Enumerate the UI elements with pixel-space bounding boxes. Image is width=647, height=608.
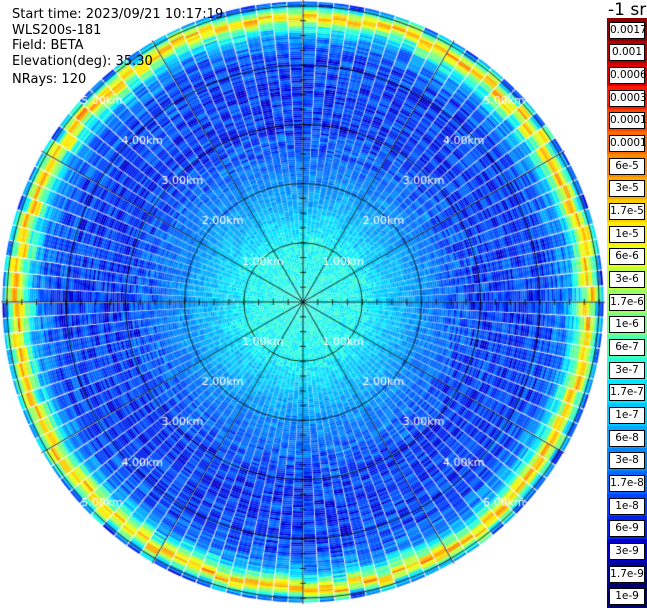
instrument-label: WLS200s-181 xyxy=(12,23,102,38)
colorbar-tick-label: 0.00017 xyxy=(609,112,647,130)
colorbar-tick-label: 1e-9 xyxy=(609,588,645,606)
colorbar-tick-label: 1.7e-9 xyxy=(609,565,645,583)
elevation-label: Elevation(deg): 35.30 xyxy=(12,54,153,69)
colorbar-tick-label: 1.7e-7 xyxy=(609,384,645,402)
colorbar-tick-label: 1e-5 xyxy=(609,225,645,243)
colorbar-title: -1 sr xyxy=(608,0,647,20)
colorbar-tick-label: 6e-5 xyxy=(609,157,645,175)
colorbar-tick-label: 6e-6 xyxy=(609,248,645,266)
colorbar-tick-label: 3e-6 xyxy=(609,271,645,289)
colorbar-tick-label: 6e-9 xyxy=(609,520,645,538)
colorbar-tick-label: 3e-8 xyxy=(609,452,645,470)
colorbar-tick-label: 1e-8 xyxy=(609,497,645,515)
colorbar-tick-label: 3e-7 xyxy=(609,361,645,379)
colorbar-tick-label: 0.001 xyxy=(609,44,645,62)
colorbar-tick-label: 0.0003 xyxy=(609,89,647,107)
colorbar-tick-label: 1e-6 xyxy=(609,316,645,334)
colorbar-tick-label: 3e-5 xyxy=(609,180,645,198)
colorbar-tick-label: 0.0017 xyxy=(609,21,647,39)
colorbar-tick-label: 0.0006 xyxy=(609,67,647,85)
colorbar-tick-label: 1.7e-5 xyxy=(609,203,645,221)
colorbar-tick-label: 3e-9 xyxy=(609,542,645,560)
colorbar-tick-label: 6e-7 xyxy=(609,338,645,356)
field-label: Field: BETA xyxy=(12,38,84,53)
colorbar-tick-label: 0.0001 xyxy=(609,135,647,153)
nrays-label: NRays: 120 xyxy=(12,72,87,87)
ppi-plot xyxy=(0,0,607,607)
colorbar-tick-label: 1e-7 xyxy=(609,406,645,424)
colorbar-tick-label: 1.7e-6 xyxy=(609,293,645,311)
colorbar-tick-label: 1.7e-8 xyxy=(609,474,645,492)
colorbar: 0.0017 0.001 0.0006 0.0003 0.00017 0.0001 6e-5… xyxy=(607,18,647,608)
start-time-label: Start time: 2023/09/21 10:17:19 xyxy=(12,7,224,22)
colorbar-tick-label: 6e-8 xyxy=(609,429,645,447)
